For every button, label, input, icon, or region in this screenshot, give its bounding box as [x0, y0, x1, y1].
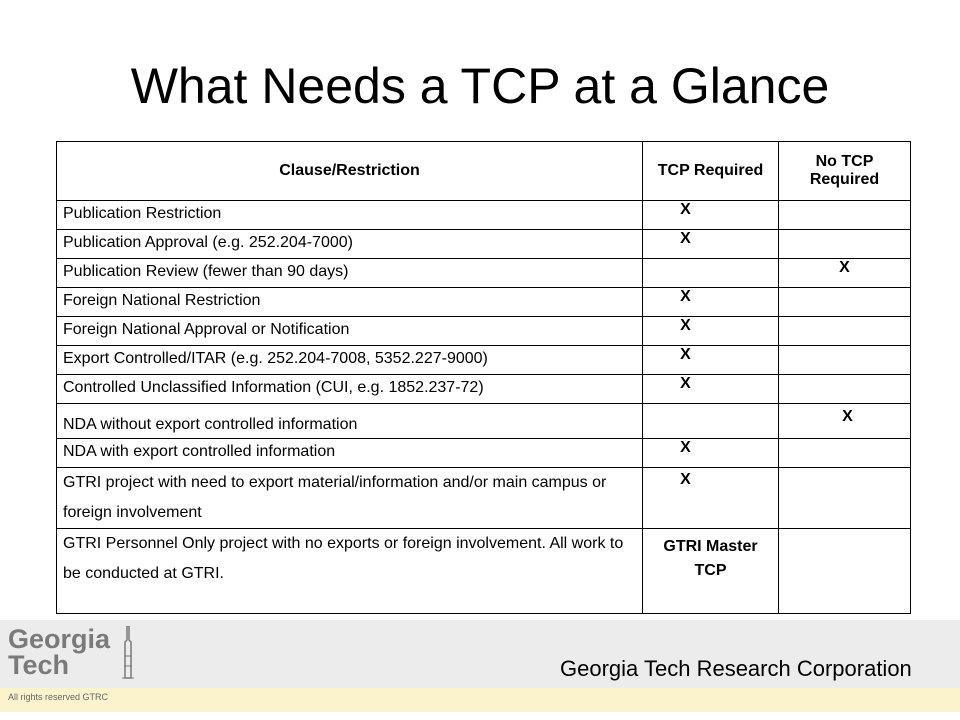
table-row: Foreign National Restriction X: [56, 287, 911, 317]
no-tcp-cell: X: [778, 258, 911, 288]
no-tcp-cell: [778, 316, 911, 346]
logo-line-tech: Tech: [8, 650, 70, 680]
no-tcp-cell: [778, 438, 911, 468]
tcp-cell: X: [642, 200, 779, 230]
table-row: Controlled Unclassified Information (CUI…: [56, 374, 911, 404]
no-tcp-cell: X: [778, 403, 911, 439]
no-tcp-cell: [778, 528, 911, 614]
tcp-cell: X: [642, 287, 779, 317]
tcp-cell: X: [642, 316, 779, 346]
tcp-cell: X: [642, 374, 779, 404]
tcp-cell: X: [642, 345, 779, 375]
logo-wordmark: Georgia Tech: [8, 624, 111, 680]
no-tcp-cell: [778, 229, 911, 259]
footer-bottom-bar: [0, 688, 960, 712]
tcp-cell: X: [642, 467, 779, 529]
header-clause: Clause/Restriction: [56, 141, 643, 201]
clause-cell: GTRI project with need to export materia…: [56, 467, 643, 529]
table-row: GTRI Personnel Only project with no expo…: [56, 528, 911, 614]
tcp-cell: X: [642, 229, 779, 259]
clause-cell: Publication Restriction: [56, 200, 643, 230]
tower-icon: [122, 626, 134, 679]
table-row: Export Controlled/ITAR (e.g. 252.204-700…: [56, 345, 911, 375]
no-tcp-cell: [778, 345, 911, 375]
tcp-cell: [642, 258, 779, 288]
clause-cell: Publication Approval (e.g. 252.204-7000): [56, 229, 643, 259]
table-row: NDA without export controlled informatio…: [56, 403, 911, 439]
clause-cell: Foreign National Approval or Notificatio…: [56, 316, 643, 346]
no-tcp-cell: [778, 287, 911, 317]
header-tcp-required: TCP Required: [642, 141, 779, 201]
clause-cell: GTRI Personnel Only project with no expo…: [56, 528, 643, 614]
clause-cell: Foreign National Restriction: [56, 287, 643, 317]
tcp-cell-master: GTRI Master TCP: [642, 528, 779, 614]
organization-name: Georgia Tech Research Corporation: [560, 656, 912, 681]
no-tcp-cell: [778, 374, 911, 404]
header-no-tcp-required: No TCP Required: [778, 141, 911, 201]
clause-cell: NDA with export controlled information: [56, 438, 643, 468]
copyright-text: All rights reserved GTRC: [8, 692, 109, 702]
no-tcp-cell: [778, 200, 911, 230]
table-header-row: Clause/Restriction TCP Required No TCP R…: [56, 141, 911, 201]
clause-cell: Publication Review (fewer than 90 days): [56, 258, 643, 288]
clause-cell: Controlled Unclassified Information (CUI…: [56, 374, 643, 404]
table-row: GTRI project with need to export materia…: [56, 467, 911, 529]
tcp-cell: X: [642, 438, 779, 468]
table-row: NDA with export controlled information X: [56, 438, 911, 468]
table-row: Publication Approval (e.g. 252.204-7000)…: [56, 229, 911, 259]
georgia-tech-logo: Georgia Tech: [8, 626, 148, 686]
table-row: Publication Review (fewer than 90 days) …: [56, 258, 911, 288]
clause-cell: Export Controlled/ITAR (e.g. 252.204-700…: [56, 345, 643, 375]
clause-cell: NDA without export controlled informatio…: [56, 403, 643, 439]
slide-title: What Needs a TCP at a Glance: [130, 58, 830, 114]
logo-line-georgia: Georgia: [8, 624, 111, 654]
tcp-cell: [642, 403, 779, 439]
table-row: Foreign National Approval or Notificatio…: [56, 316, 911, 346]
tcp-table: Clause/Restriction TCP Required No TCP R…: [56, 141, 911, 614]
no-tcp-cell: [778, 467, 911, 529]
table-row: Publication Restriction X: [56, 200, 911, 230]
